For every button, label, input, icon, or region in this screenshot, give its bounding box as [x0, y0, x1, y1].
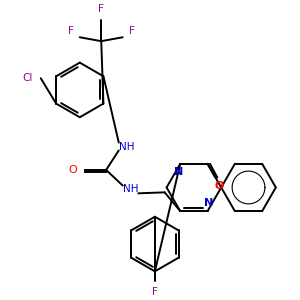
Text: N: N [204, 198, 213, 208]
Text: F: F [128, 26, 134, 36]
Text: O: O [214, 182, 224, 191]
Text: F: F [68, 26, 74, 36]
Text: NH: NH [123, 184, 138, 194]
Text: N: N [174, 167, 183, 177]
Text: Cl: Cl [22, 73, 33, 83]
Text: F: F [152, 287, 158, 297]
Text: O: O [68, 165, 77, 175]
Text: NH: NH [119, 142, 134, 152]
Text: F: F [98, 4, 104, 14]
